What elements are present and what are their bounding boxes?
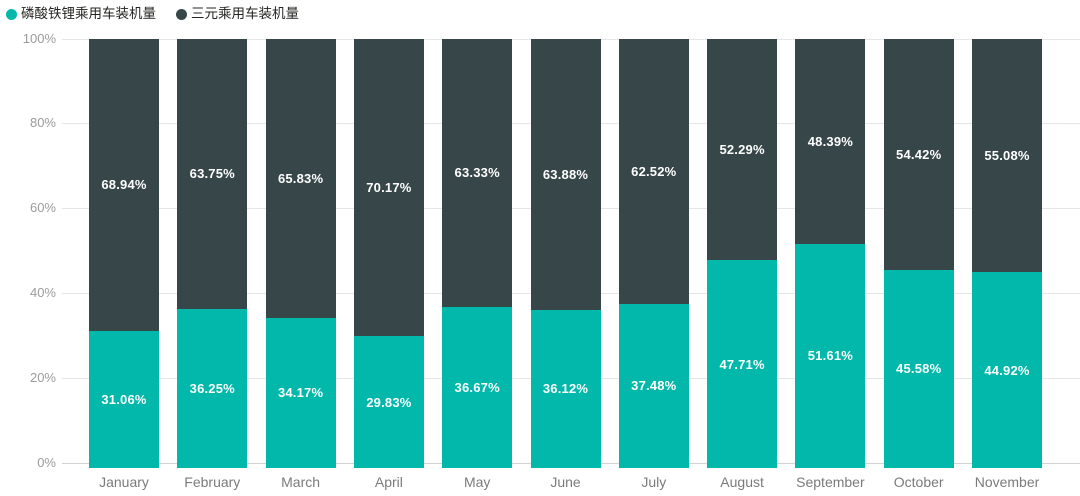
bar-segment-ternary[interactable]: 68.94% — [89, 38, 159, 332]
bar-segment-ternary[interactable]: 55.08% — [972, 38, 1042, 273]
bar-column-may: 63.33% 36.67% — [442, 38, 513, 469]
bar-segment-ternary[interactable]: 52.29% — [707, 38, 778, 261]
bar-segment-lfp[interactable]: 36.25% — [177, 309, 248, 468]
bar-segment-lfp[interactable]: 31.06% — [89, 331, 159, 468]
bar-segment-lfp[interactable]: 36.12% — [530, 309, 601, 468]
legend-item-lfp[interactable]: 磷酸铁锂乘用车装机量 — [6, 4, 156, 24]
bar-value-label: 54.42% — [896, 146, 942, 162]
bar-segment-lfp[interactable]: 44.92% — [972, 272, 1042, 468]
bar-segment-ternary[interactable]: 65.83% — [265, 38, 336, 318]
bar-value-label: 55.08% — [984, 147, 1030, 163]
bar-value-label: 47.71% — [719, 356, 765, 372]
bar-column-january: 68.94% 31.06% — [89, 38, 159, 469]
bar-value-label: 44.92% — [984, 362, 1030, 378]
x-axis-month-label: June — [550, 474, 581, 490]
legend-item-ternary[interactable]: 三元乘用车装机量 — [176, 4, 299, 24]
bar-value-label: 52.29% — [719, 141, 765, 157]
bar-value-label: 36.12% — [542, 381, 589, 397]
bar-segment-ternary[interactable]: 63.33% — [442, 38, 513, 308]
bar-value-label: 31.06% — [101, 392, 147, 408]
y-axis-tick-label: 60% — [29, 200, 56, 216]
legend-marker-ternary-icon — [176, 8, 187, 20]
bar-segment-lfp[interactable]: 47.71% — [707, 260, 778, 468]
bar-segment-ternary[interactable]: 70.17% — [353, 38, 424, 337]
bar-value-label: 29.83% — [366, 394, 412, 410]
bar-value-label: 48.39% — [807, 133, 854, 149]
legend-label-lfp: 磷酸铁锂乘用车装机量 — [21, 6, 156, 21]
x-axis-month-label: May — [463, 474, 491, 490]
bar-segment-lfp[interactable]: 45.58% — [883, 269, 954, 468]
bar-value-label: 36.67% — [454, 380, 500, 396]
bar-segment-lfp[interactable]: 34.17% — [265, 317, 336, 468]
bar-value-label: 65.83% — [277, 170, 324, 186]
bar-column-march: 65.83% 34.17% — [265, 38, 336, 469]
x-axis-month-label: September — [796, 474, 865, 490]
bar-column-february: 63.75% 36.25% — [177, 38, 248, 469]
bar-segment-lfp[interactable]: 51.61% — [795, 243, 866, 468]
bar-value-label: 37.48% — [631, 378, 677, 394]
bar-segment-lfp[interactable]: 37.48% — [618, 303, 689, 468]
bar-value-label: 62.52% — [631, 163, 677, 179]
x-axis-month-label: February — [184, 474, 241, 490]
bar-value-label: 63.75% — [189, 166, 235, 182]
legend-label-ternary: 三元乘用车装机量 — [191, 6, 299, 21]
bar-column-june: 63.88% 36.12% — [530, 38, 601, 469]
bar-column-october: 54.42% 45.58% — [883, 38, 954, 469]
bar-value-label: 70.17% — [366, 179, 412, 195]
bar-segment-ternary[interactable]: 62.52% — [618, 38, 689, 304]
x-axis-month-label: October — [893, 474, 944, 490]
legend: 磷酸铁锂乘用车装机量 三元乘用车装机量 — [6, 4, 319, 24]
y-axis-tick-label: 20% — [29, 370, 56, 386]
y-axis-tick-label: 40% — [29, 285, 56, 301]
bar-value-label: 36.25% — [189, 381, 235, 397]
bar-segment-ternary[interactable]: 63.75% — [177, 38, 248, 310]
x-axis-month-label: January — [99, 474, 149, 490]
bar-value-label: 68.94% — [101, 177, 147, 193]
bar-value-label: 63.88% — [542, 166, 589, 182]
bar-segment-lfp[interactable]: 29.83% — [353, 336, 424, 468]
y-axis-tick-label: 0% — [37, 455, 56, 470]
bar-column-november: 55.08% 44.92% — [972, 38, 1042, 469]
y-axis-tick-label: 80% — [29, 115, 56, 131]
x-axis-month-label: March — [281, 474, 321, 490]
legend-marker-lfp-icon — [6, 8, 17, 20]
bar-column-april: 70.17% 29.83% — [353, 38, 424, 469]
bar-value-label: 51.61% — [807, 348, 854, 364]
bar-segment-ternary[interactable]: 54.42% — [883, 38, 954, 270]
bar-value-label: 34.17% — [277, 385, 324, 401]
x-axis-month-label: November — [974, 474, 1040, 490]
bar-column-september: 48.39% 51.61% — [795, 38, 866, 469]
bar-segment-ternary[interactable]: 63.88% — [530, 38, 601, 310]
bar-column-july: 62.52% 37.48% — [618, 38, 689, 469]
bar-value-label: 45.58% — [896, 361, 942, 377]
x-axis-month-label: August — [720, 474, 764, 490]
bar-value-label: 63.33% — [454, 165, 500, 181]
x-axis-month-label: July — [641, 474, 667, 490]
x-axis-month-label: April — [374, 474, 403, 490]
bar-segment-ternary[interactable]: 48.39% — [795, 38, 866, 244]
y-axis-tick-label: 100% — [22, 30, 56, 46]
bar-column-august: 52.29% 47.71% — [707, 38, 778, 469]
bar-segment-lfp[interactable]: 36.67% — [442, 307, 513, 468]
